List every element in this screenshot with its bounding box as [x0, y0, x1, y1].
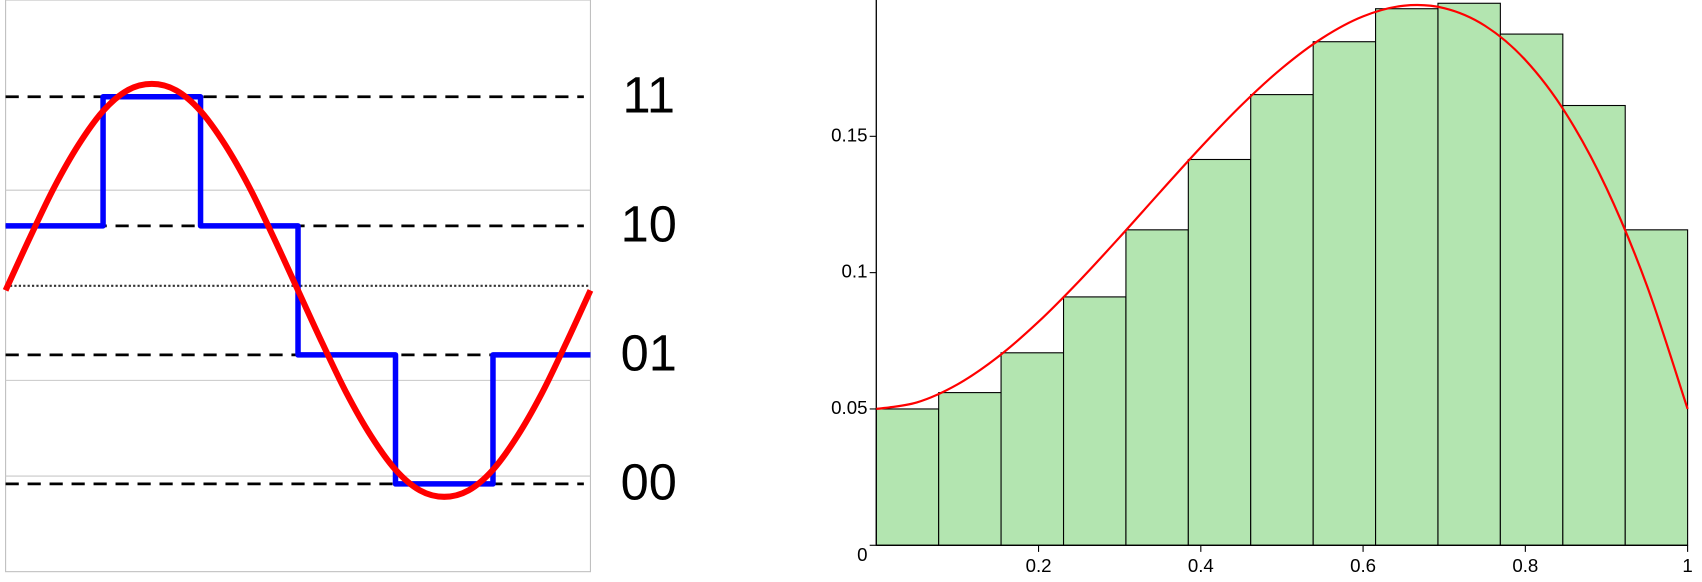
bar — [1562, 104, 1626, 546]
bar — [1437, 2, 1501, 546]
y-tick-label: 0 — [857, 544, 867, 565]
series-line — [2, 80, 594, 500]
density-curve — [876, 3, 1689, 411]
bar — [1187, 158, 1252, 546]
y-tick-label: 0.05 — [831, 397, 867, 418]
bar — [1624, 229, 1689, 546]
y-tick-label: 0.1 — [842, 261, 868, 282]
y-tick-label: 11 — [622, 66, 675, 123]
bar — [1000, 352, 1065, 546]
bar — [1062, 296, 1127, 546]
y-tick-label: 00 — [621, 453, 677, 510]
bar — [1499, 33, 1564, 546]
y-tick-label: 01 — [621, 324, 677, 381]
x-tick-label: 1 — [1682, 555, 1692, 576]
bar — [1250, 94, 1314, 546]
y-tick-label: 10 — [621, 195, 677, 252]
x-tick-label: 0.2 — [1026, 555, 1052, 576]
bar — [1125, 229, 1189, 546]
x-tick-label: 0.6 — [1350, 555, 1376, 576]
y-tick-label: 0.15 — [831, 124, 867, 145]
x-tick-label: 0.4 — [1188, 555, 1214, 576]
bar — [1375, 8, 1439, 546]
bar — [1312, 41, 1377, 546]
bar — [875, 408, 940, 546]
x-tick-label: 0.8 — [1512, 555, 1538, 576]
bar — [938, 392, 1002, 546]
